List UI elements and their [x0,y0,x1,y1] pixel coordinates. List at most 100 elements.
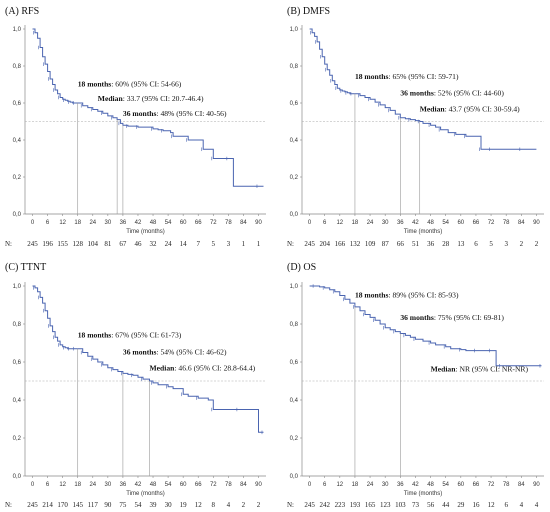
y-tick-label: 0,8 [13,322,22,328]
annotation: Median: 43.7 (95% CI: 30-59.4) [420,104,520,113]
x-tick-label: 12 [336,482,343,488]
x-tick-label: 42 [135,220,142,226]
x-tick-label: 90 [255,220,262,226]
risk-table-value: 87 [382,240,390,248]
y-tick-label: 1,0 [290,27,299,33]
x-tick-label: 42 [135,482,142,488]
y-tick-label: 0,2 [13,436,22,442]
survival-curve [32,285,264,433]
annotation: Median: 46.6 (95% CI: 28.8-64.4) [150,364,256,373]
annotation: 36 months: 48% (95% CI: 40-56) [123,109,227,118]
x-tick-label: 6 [46,220,50,226]
x-tick-label: 54 [442,220,449,226]
risk-table-value: 145 [72,501,83,509]
x-tick-label: 84 [518,482,525,488]
y-tick-label: 1,0 [13,27,22,33]
annotation: 18 months: 67% (95% CI: 61-73) [78,330,182,339]
x-tick-label: 90 [255,482,262,488]
risk-table-value: 16 [472,501,480,509]
annotation: Median: NR (95% CI: NR-NR) [431,365,529,374]
annotation-text: : 33.7 (95% CI: 20.7-46.4) [123,94,204,103]
x-tick-label: 42 [412,482,419,488]
x-tick-label: 36 [120,482,127,488]
risk-table-value: 128 [72,240,83,248]
risk-table-value: 214 [42,501,53,509]
annotation-bold: 18 months [78,330,112,339]
annotation-text: : 48% (95% CI: 40-56) [156,109,226,118]
y-tick-label: 0,6 [290,360,299,366]
annotation-bold: Median [98,94,124,103]
y-tick-label: 0,4 [13,138,22,144]
risk-table-value: 56 [427,501,435,509]
y-tick-label: 1,0 [290,284,299,290]
risk-table-value: 204 [319,240,330,248]
risk-table-value: 90 [104,501,112,509]
risk-table-value: 39 [150,501,158,509]
risk-table-value: 196 [42,240,53,248]
risk-table-value: 2 [257,501,261,509]
x-tick-label: 18 [74,220,81,226]
panel-title: (D) OS [287,262,316,273]
y-tick-label: 0,6 [13,360,22,366]
x-tick-label: 78 [503,220,510,226]
risk-table-value: 245 [304,501,315,509]
x-tick-label: 24 [89,482,96,488]
x-tick-label: 30 [382,220,389,226]
x-tick-label: 0 [308,220,312,226]
x-tick-label: 66 [195,482,202,488]
x-axis-label: Time (months) [404,229,442,235]
x-tick-label: 18 [74,482,81,488]
x-tick-label: 54 [165,482,172,488]
risk-table-value: 103 [395,501,406,509]
panel-title: (A) RFS [5,6,39,17]
x-tick-label: 24 [367,220,374,226]
annotation-bold: 18 months [355,290,389,299]
x-tick-label: 60 [457,220,464,226]
x-tick-label: 84 [518,220,525,226]
risk-table-value: 109 [365,240,376,248]
risk-table-value: 4 [227,501,231,509]
y-tick-label: 1,0 [13,284,22,290]
x-tick-label: 12 [59,220,66,226]
panel-title: (B) DMFS [287,6,330,17]
risk-table-value: 8 [212,501,216,509]
annotation-text: : 65% (95% CI: 59-71) [388,72,458,81]
x-tick-label: 90 [533,220,540,226]
survival-curve [309,28,537,150]
risk-table-value: 51 [412,240,420,248]
x-tick-label: 30 [382,482,389,488]
risk-table-value: 12 [488,501,496,509]
x-tick-label: 48 [427,220,434,226]
risk-table-value: 117 [88,501,99,509]
x-tick-label: 84 [240,220,247,226]
survival-curve [309,285,542,367]
risk-table-value: 12 [195,501,203,509]
risk-table-value: 28 [442,240,450,248]
panel-d: (D) OS0,00,20,40,60,81,00 6 12 18 24 30 36 42 48… [287,262,544,509]
annotation: 36 months: 75% (95% CI: 69-81) [400,313,504,322]
x-tick-label: 6 [323,482,327,488]
annotation: 18 months: 60% (95% CI: 54-66) [78,79,182,88]
risk-table-value: 66 [397,240,405,248]
risk-table-value: 13 [457,240,465,248]
risk-table-value: 73 [412,501,420,509]
x-tick-label: 54 [165,220,172,226]
annotation-bold: 36 months [400,89,434,98]
annotation-bold: 18 months [355,72,389,81]
risk-table-value: 6 [474,240,478,248]
x-tick-label: 78 [225,220,232,226]
x-tick-label: 72 [488,482,495,488]
x-tick-label: 48 [427,482,434,488]
risk-table-value: 24 [165,240,173,248]
survival-curve [32,28,264,187]
x-tick-label: 0 [31,220,35,226]
risk-table-label: N: [287,240,294,248]
risk-table-value: 6 [504,501,508,509]
risk-table-value: 123 [380,501,391,509]
annotation-text: : 46.6 (95% CI: 28.8-64.4) [174,364,255,373]
annotation: 36 months: 52% (95% CI: 44-60) [400,89,504,98]
risk-table-value: 5 [212,240,216,248]
x-tick-label: 60 [180,220,187,226]
risk-table-value: 3 [504,240,508,248]
